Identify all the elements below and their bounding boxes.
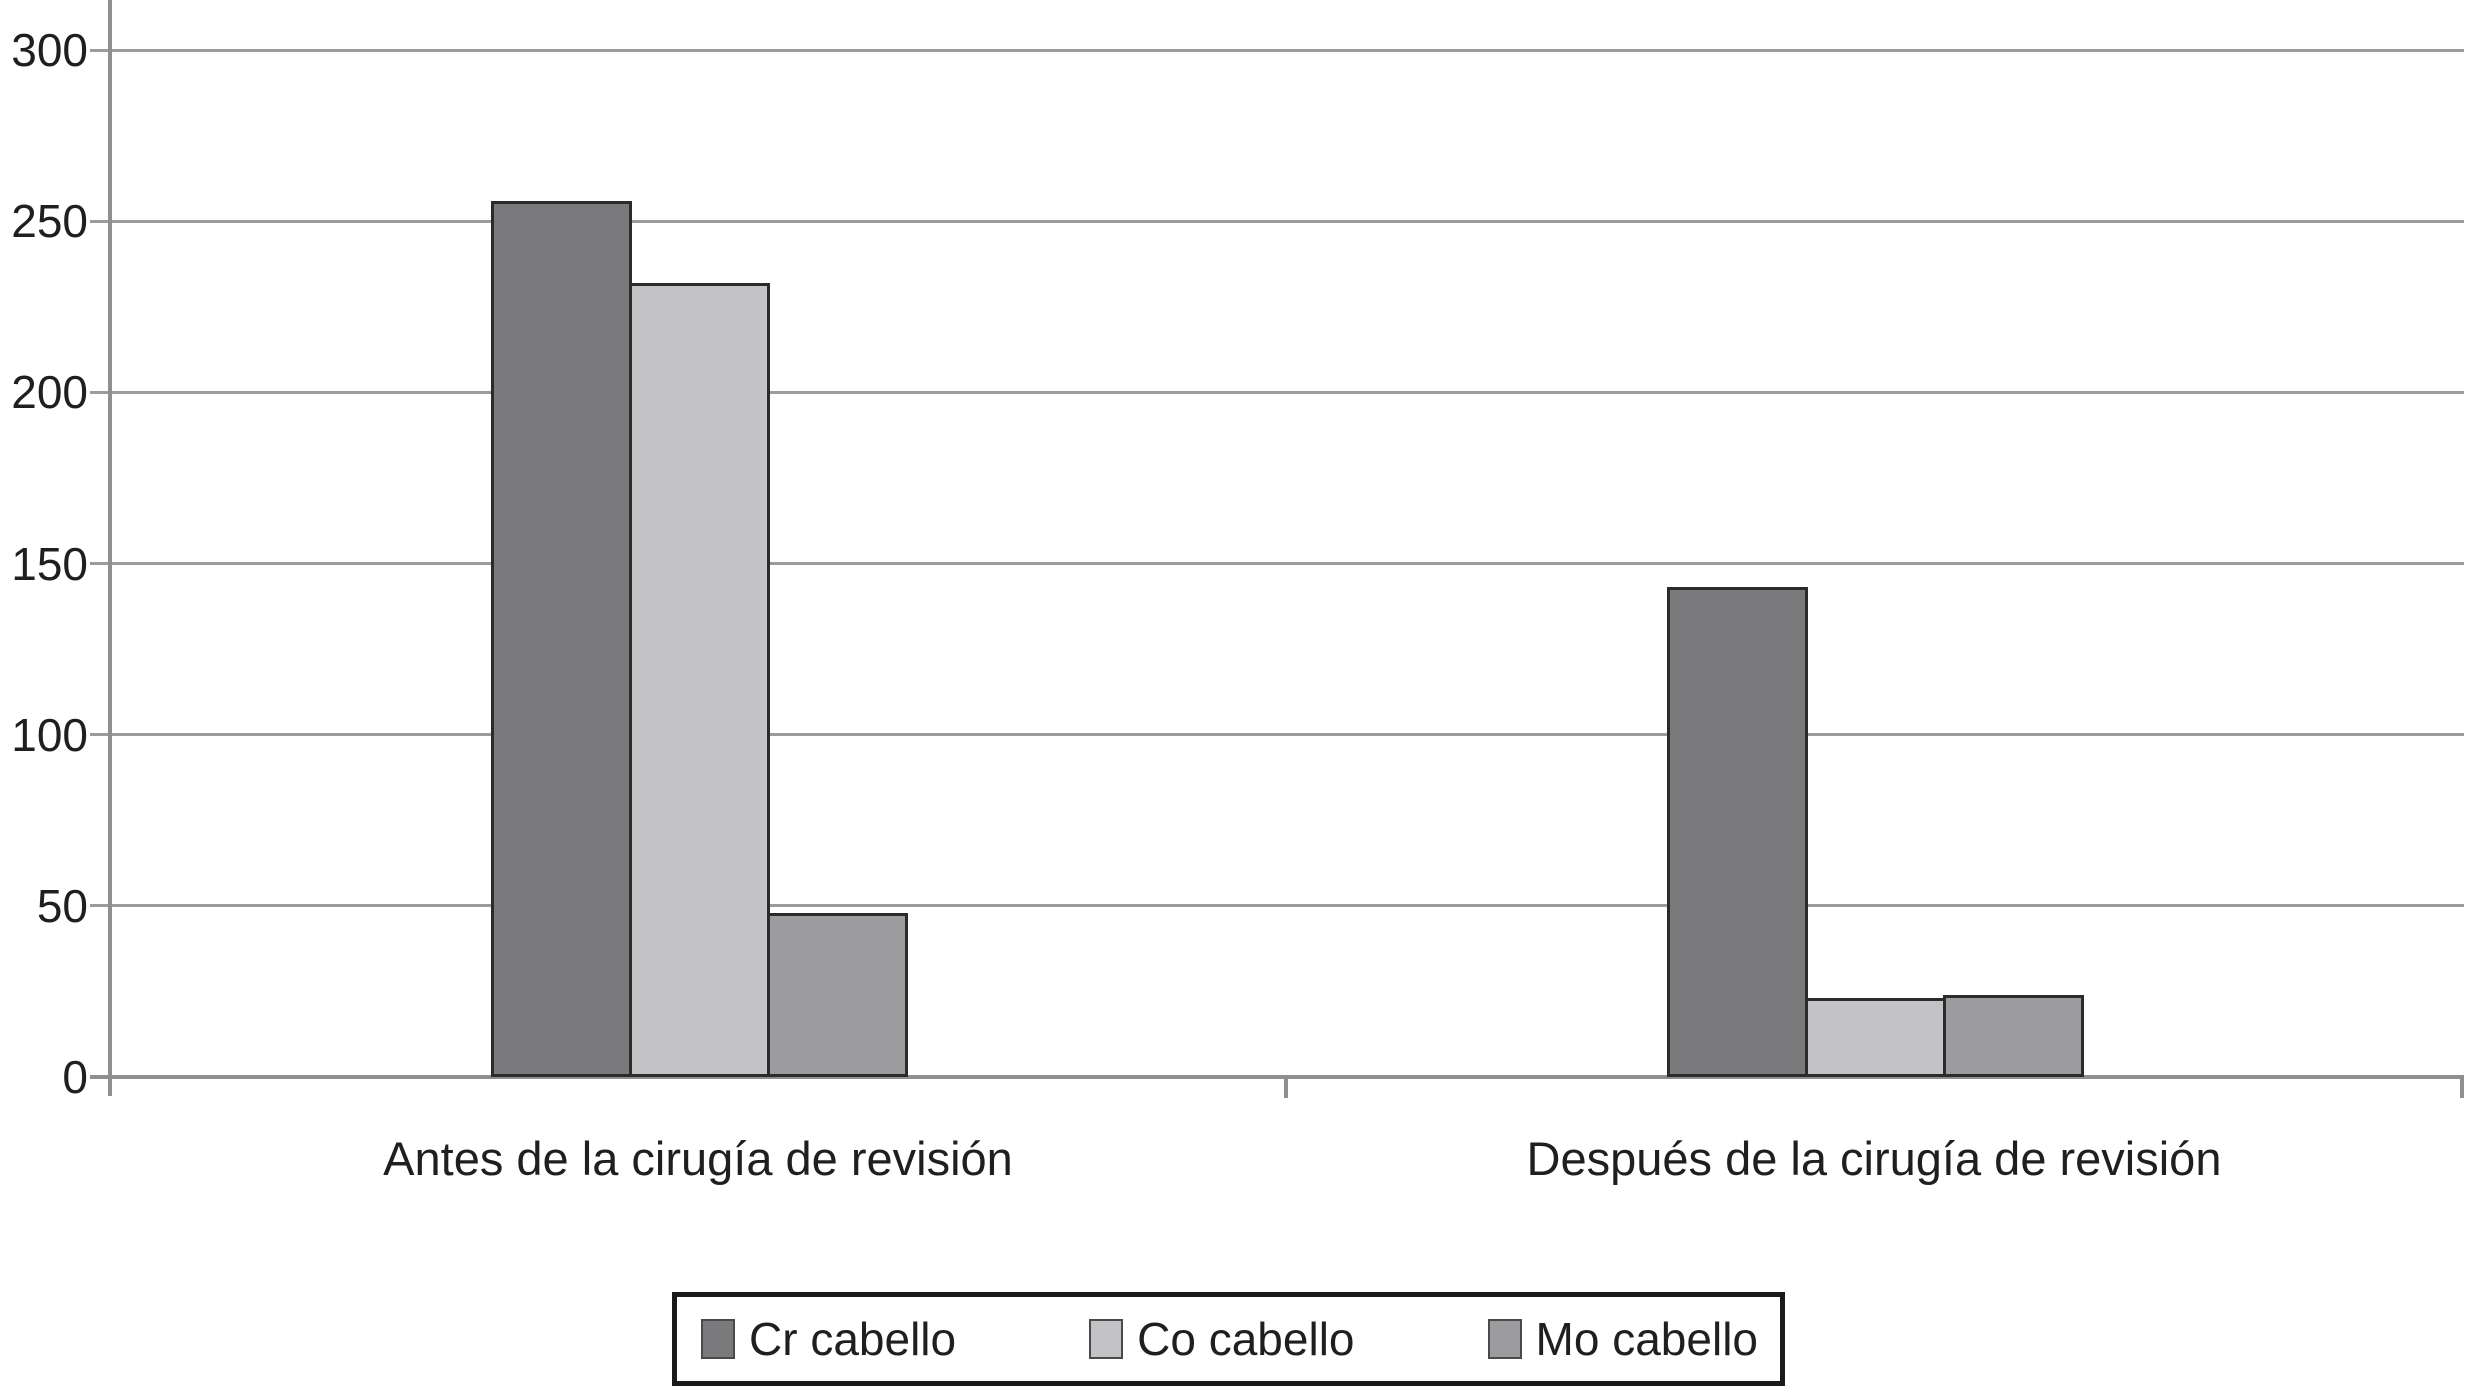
- gridline: [90, 562, 2464, 565]
- legend: Cr cabello Co cabello Mo cabello: [672, 1292, 1785, 1386]
- y-axis-line: [108, 0, 112, 1096]
- legend-swatch-mo: [1487, 1319, 1522, 1359]
- y-tick-label: 50: [36, 879, 88, 932]
- gridline: [90, 48, 2464, 52]
- y-tick-label: 250: [11, 195, 88, 248]
- bar-cr-group2: [1667, 587, 1808, 1077]
- x-axis-tick: [1284, 1077, 1288, 1098]
- y-tick-label: 150: [11, 537, 88, 590]
- gridline: [90, 733, 2464, 737]
- bar-mo-group2: [1943, 995, 2084, 1077]
- gridline: [90, 390, 2464, 394]
- legend-label-co: Co cabello: [1137, 1313, 1355, 1365]
- legend-swatch-cr: [701, 1319, 735, 1359]
- y-tick-label: 100: [11, 708, 88, 761]
- gridline: [90, 904, 2464, 908]
- gridline: [90, 219, 2464, 223]
- bar-cr-group1: [491, 201, 632, 1077]
- legend-item-mo: Mo cabello: [1487, 1313, 1758, 1365]
- x-axis-tick: [2460, 1077, 2464, 1098]
- y-tick-label: 300: [11, 24, 88, 76]
- legend-label-cr: Cr cabello: [749, 1313, 957, 1365]
- category-label-despues: Después de la cirugía de revisión: [1526, 1132, 2222, 1185]
- y-tick-label: 200: [11, 366, 88, 419]
- x-axis-line: [90, 1075, 2464, 1079]
- bar-mo-group1: [767, 913, 908, 1077]
- legend-label-mo: Mo cabello: [1535, 1313, 1758, 1365]
- legend-swatch-co: [1089, 1319, 1124, 1359]
- legend-item-cr: Cr cabello: [701, 1313, 956, 1365]
- y-tick-label: 0: [62, 1051, 88, 1103]
- legend-item-co: Co cabello: [1089, 1313, 1355, 1365]
- bar-co-group2: [1805, 998, 1946, 1077]
- bar-co-group1: [629, 283, 770, 1077]
- category-label-antes: Antes de la cirugía de revisión: [383, 1132, 1013, 1185]
